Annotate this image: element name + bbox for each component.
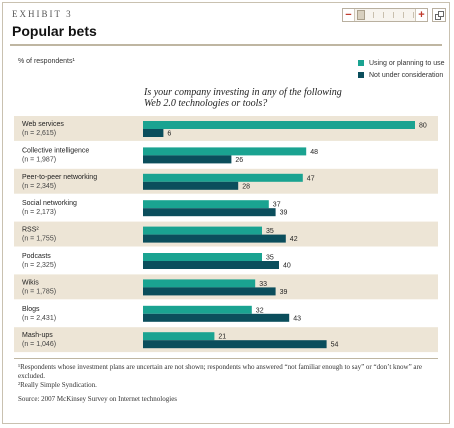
data-label-not-using: 6 [167,131,171,138]
bar-using [143,332,215,341]
category-label: Peer-to-peer networking [22,174,97,181]
exhibit-number: EXHIBIT 3 [12,9,73,19]
legend-swatch-not-using [358,72,364,78]
bar-not-using [143,234,286,243]
bar-not-using [143,208,276,217]
category-label: Wikis [22,279,39,286]
data-label-using: 48 [310,149,318,156]
chart-legend: Using or planning to use Not under consi… [358,57,445,81]
data-label-using: 35 [266,255,274,262]
data-label-not-using: 28 [242,183,250,190]
survey-question-line-1: Is your company investing in any of the … [144,87,342,98]
bar-using [143,200,269,209]
legend-item-not-using: Not under consideration [358,69,445,81]
footnote-2: ²Really Simple Syndication. [18,381,97,389]
bar-not-using [143,129,164,137]
category-sample-size: (n = 2,345) [22,183,56,190]
data-label-not-using: 43 [293,315,301,322]
data-label-not-using: 26 [235,157,243,164]
bar-using [143,226,262,235]
bar-not-using [143,155,232,164]
zoom-slider[interactable] [355,9,415,21]
legend-label-not-using: Not under consideration [369,71,444,79]
category-label: Web services [22,121,64,128]
data-label-using: 35 [266,228,274,235]
category-sample-size: (n = 1,785) [22,288,56,295]
data-label-not-using: 42 [290,236,298,243]
bar-using [143,253,262,261]
category-label: Collective intelligence [22,147,89,154]
category-sample-size: (n = 2,173) [22,209,56,216]
bar-not-using [143,287,276,296]
bar-using [143,121,415,129]
page-title: Popular bets [12,23,97,39]
category-label: RSS² [22,227,39,234]
category-label: Mash-ups [22,332,53,339]
popout-window-icon-front [438,11,444,17]
legend-label-using: Using or planning to use [369,59,445,67]
legend-item-using: Using or planning to use [358,57,445,69]
category-sample-size: (n = 2,615) [22,130,56,137]
popout-window-icon[interactable] [432,8,446,22]
category-sample-size: (n = 1,046) [22,341,56,348]
source-note: Source: 2007 McKinsey Survey on Internet… [18,395,178,403]
data-label-not-using: 39 [280,210,288,217]
bar-not-using [143,261,279,269]
zoom-tick [413,12,414,18]
category-sample-size: (n = 1,987) [22,156,56,163]
title-divider [10,44,442,46]
zoom-control[interactable]: − + [342,8,428,22]
data-label-using: 47 [307,175,315,182]
zoom-tick [393,12,394,18]
data-label-not-using: 40 [283,263,291,270]
category-label: Social networking [22,200,77,207]
unit-label: % of respondents¹ [18,58,75,65]
data-label-using: 32 [256,307,264,314]
zoom-tick [403,12,404,18]
data-label-using: 80 [419,123,427,130]
zoom-out-button[interactable]: − [343,9,355,21]
data-label-using: 21 [218,334,226,341]
data-label-not-using: 54 [331,342,339,349]
data-label-using: 37 [273,202,281,209]
category-sample-size: (n = 1,755) [22,236,56,243]
zoom-tick [383,12,384,18]
zoom-tick [373,12,374,18]
data-label-not-using: 39 [280,289,288,296]
footnotes: ¹Respondents whose investment plans are … [18,363,438,404]
bar-not-using [143,181,239,190]
data-label-using: 33 [259,281,267,288]
bar-using [143,305,252,314]
bar-not-using [143,313,290,322]
footnote-1: ¹Respondents whose investment plans are … [18,363,422,380]
bar-using [143,147,307,156]
category-sample-size: (n = 2,431) [22,315,56,322]
bar-not-using [143,340,327,349]
survey-question: Is your company investing in any of the … [144,87,374,109]
footnote-divider [14,358,438,359]
category-sample-size: (n = 2,325) [22,262,56,269]
survey-question-line-2: Web 2.0 technologies or tools? [144,98,268,109]
legend-swatch-using [358,60,364,66]
category-label: Podcasts [22,253,51,260]
bar-using [143,279,256,288]
category-label: Blogs [22,306,40,313]
zoom-in-button[interactable]: + [415,9,427,21]
bar-using [143,173,303,182]
zoom-slider-thumb[interactable] [357,10,365,20]
